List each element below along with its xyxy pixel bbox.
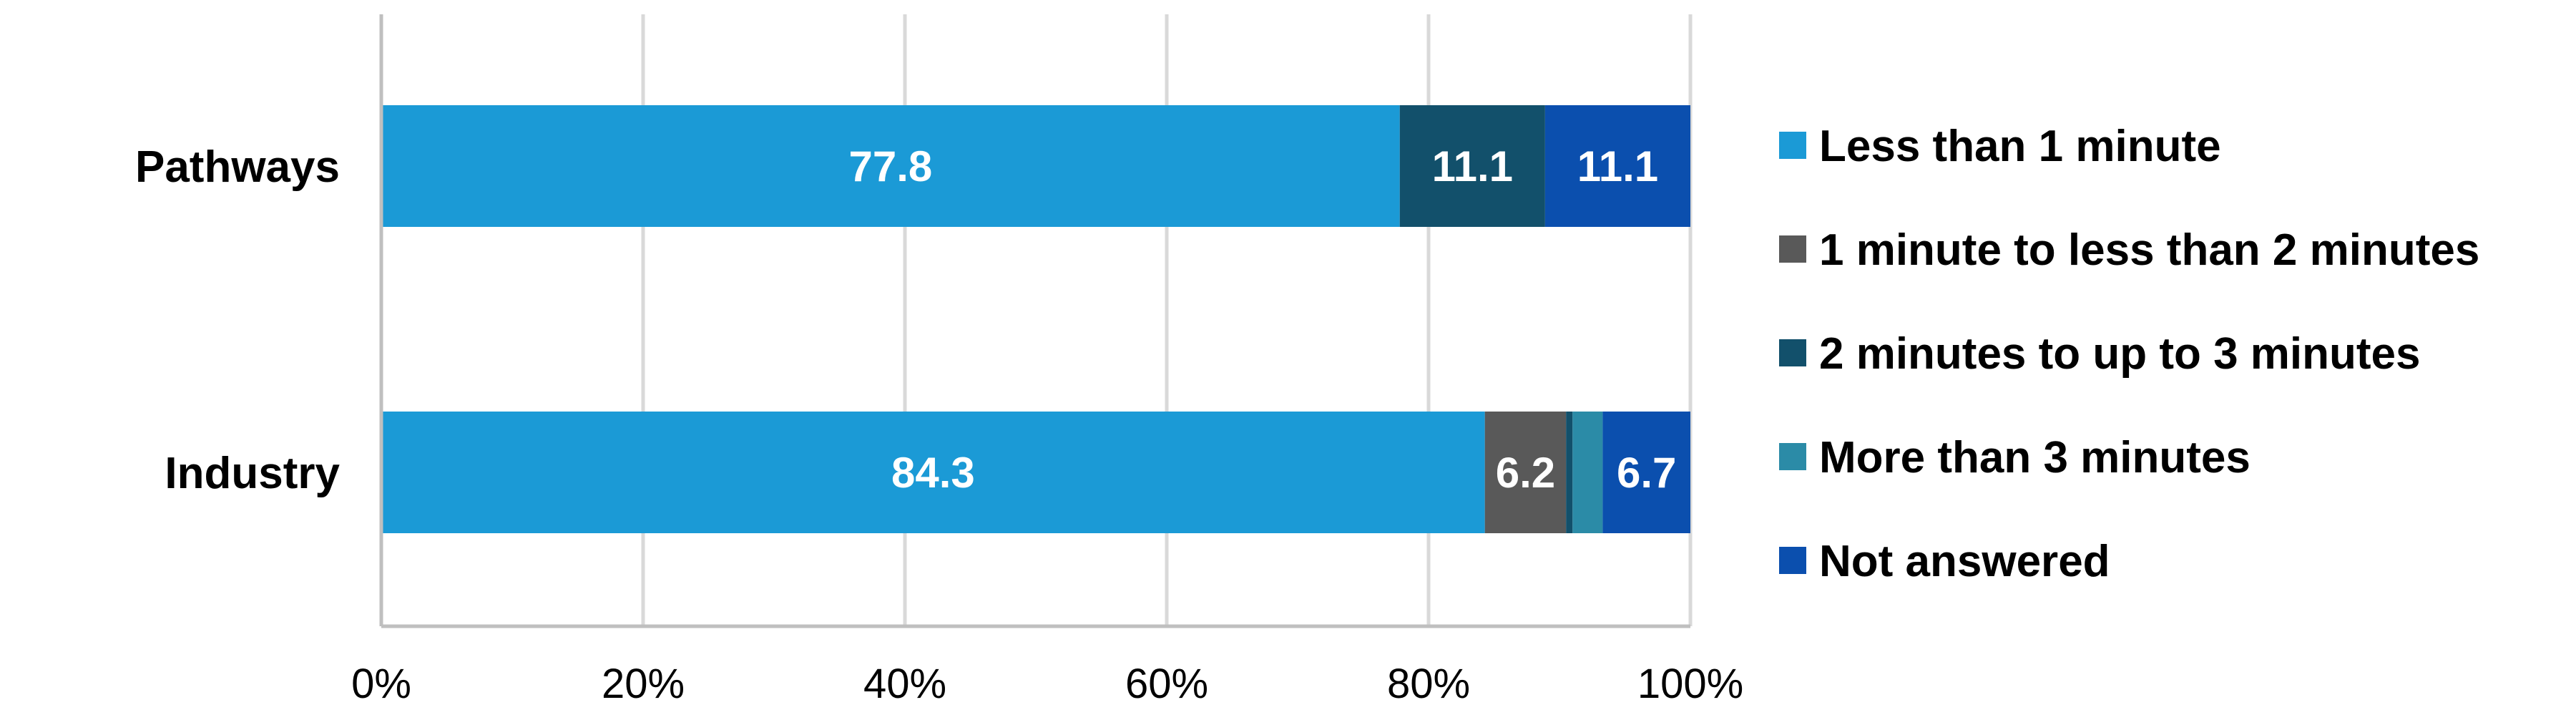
legend-label: More than 3 minutes (1819, 433, 2251, 482)
legend: Less than 1 minute 1 minute to less than … (1779, 122, 2479, 586)
data-label: 11.1 (1432, 142, 1513, 190)
bars: 77.8 11.1 11.1 84.3 6.2 6.7 (381, 105, 1690, 533)
x-tick-label: 80% (1387, 661, 1470, 707)
legend-swatch (1779, 339, 1806, 366)
x-tick-label: 100% (1637, 661, 1743, 707)
legend-swatch (1779, 235, 1806, 263)
bar-segment (1484, 412, 1567, 533)
bar-segment (1566, 412, 1573, 533)
category-label: Pathways (135, 142, 340, 192)
bar-segment (1602, 412, 1690, 533)
bar-segment (381, 105, 1400, 227)
legend-label: Less than 1 minute (1819, 122, 2221, 171)
axes: 0% 20% 40% 60% 80% 100% Pathways Industry (135, 14, 1743, 707)
bar-segment (1544, 105, 1690, 227)
data-label: 11.1 (1577, 142, 1658, 190)
legend-label: 1 minute to less than 2 minutes (1819, 225, 2479, 275)
bar-segment (381, 412, 1485, 533)
x-tick-label: 0% (351, 661, 411, 707)
data-label: 84.3 (891, 449, 975, 497)
legend-swatch (1779, 443, 1806, 470)
x-tick-label: 40% (863, 661, 946, 707)
legend-swatch (1779, 547, 1806, 574)
x-tick-label: 20% (602, 661, 685, 707)
data-label: 77.8 (848, 142, 932, 190)
x-tick-label: 60% (1125, 661, 1208, 707)
legend-swatch (1779, 132, 1806, 159)
bar-segment (1399, 105, 1545, 227)
legend-label: Not answered (1819, 537, 2110, 586)
data-label: 6.7 (1617, 449, 1676, 497)
legend-label: 2 minutes to up to 3 minutes (1819, 329, 2421, 379)
data-label: 6.2 (1496, 449, 1555, 497)
bar-segment (1572, 412, 1603, 533)
category-label: Industry (165, 449, 340, 498)
